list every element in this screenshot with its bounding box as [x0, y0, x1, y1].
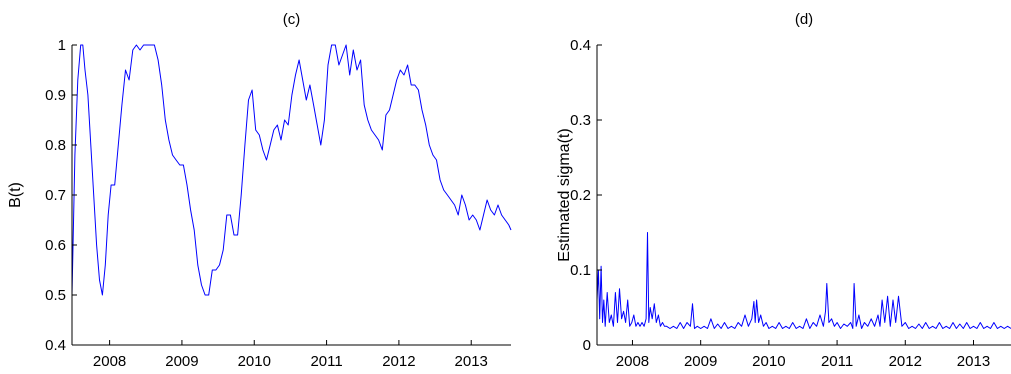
series-line-d — [596, 232, 1011, 329]
x-tick-label-c: 2013 — [455, 353, 488, 370]
y-tick-label-d: 0 — [583, 337, 591, 354]
x-tick-label-c: 2010 — [238, 353, 271, 370]
y-tick-label-c: 0.7 — [45, 187, 66, 204]
chart-title-d: (d) — [795, 11, 813, 28]
x-tick-label-d: 2012 — [889, 353, 922, 370]
y-axis-label-d: Estimated sigma(t) — [556, 128, 573, 261]
x-tick-label-c: 2009 — [165, 353, 198, 370]
y-tick-label-d: 0.3 — [570, 112, 591, 129]
y-tick-label-c: 0.8 — [45, 137, 66, 154]
panel-d: 0 0.1 0.2 0.3 0.4 2008 2009 2010 2011 2012 2013 (d)… — [556, 11, 1011, 370]
x-tick-label-c: 2008 — [93, 353, 126, 370]
x-tick-label-d: 2010 — [752, 353, 785, 370]
y-tick-label-d: 0.2 — [570, 187, 591, 204]
x-tick-label-d: 2011 — [821, 353, 853, 370]
y-tick-label-c: 0.4 — [45, 337, 66, 354]
x-tick-label-d: 2008 — [616, 353, 649, 370]
y-tick-label-c: 0.5 — [45, 287, 66, 304]
x-tick-label-c: 2011 — [310, 353, 342, 370]
series-line-c — [71, 44, 512, 296]
panel-c: 0.4 0.5 0.6 0.7 0.8 0.9 1 2008 2009 2010 2011 2012 2… — [7, 11, 512, 370]
y-tick-label-d: 0.4 — [570, 37, 591, 54]
y-tick-label-c: 1 — [58, 37, 66, 54]
x-tick-label-c: 2012 — [382, 353, 415, 370]
x-tick-label-d: 2013 — [957, 353, 990, 370]
plot-area-c — [72, 45, 511, 345]
chart-title-c: (c) — [283, 11, 301, 28]
y-tick-label-d: 0.1 — [570, 262, 591, 279]
y-axis-label-c: B(t) — [7, 182, 24, 208]
y-tick-label-c: 0.9 — [45, 87, 66, 104]
x-tick-label-d: 2009 — [684, 353, 717, 370]
plot-area-d — [597, 45, 1011, 345]
y-tick-label-c: 0.6 — [45, 237, 66, 254]
